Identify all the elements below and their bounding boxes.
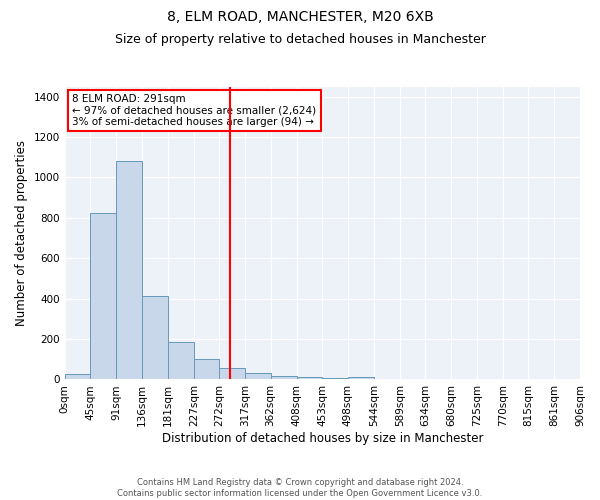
Text: 8 ELM ROAD: 291sqm
← 97% of detached houses are smaller (2,624)
3% of semi-detac: 8 ELM ROAD: 291sqm ← 97% of detached hou… xyxy=(73,94,317,127)
Bar xyxy=(271,376,297,380)
Bar xyxy=(142,296,167,380)
Bar xyxy=(167,342,194,380)
Bar xyxy=(220,368,245,380)
Bar xyxy=(322,378,348,380)
Bar xyxy=(90,213,116,380)
Text: Size of property relative to detached houses in Manchester: Size of property relative to detached ho… xyxy=(115,32,485,46)
Bar xyxy=(194,360,220,380)
X-axis label: Distribution of detached houses by size in Manchester: Distribution of detached houses by size … xyxy=(161,432,483,445)
Text: Contains HM Land Registry data © Crown copyright and database right 2024.
Contai: Contains HM Land Registry data © Crown c… xyxy=(118,478,482,498)
Y-axis label: Number of detached properties: Number of detached properties xyxy=(15,140,28,326)
Bar xyxy=(348,377,374,380)
Text: 8, ELM ROAD, MANCHESTER, M20 6XB: 8, ELM ROAD, MANCHESTER, M20 6XB xyxy=(167,10,433,24)
Bar xyxy=(65,374,90,380)
Bar xyxy=(116,162,142,380)
Bar xyxy=(297,378,322,380)
Bar xyxy=(245,374,271,380)
